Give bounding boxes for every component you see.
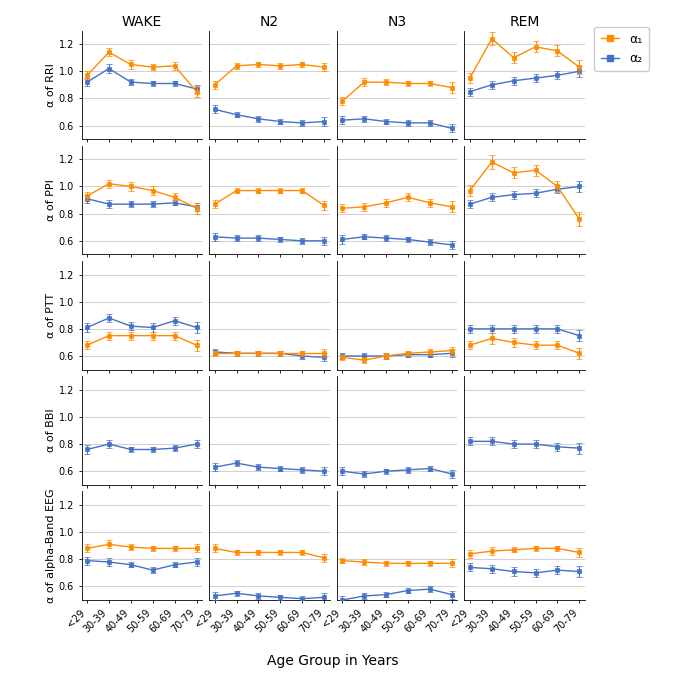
Title: WAKE: WAKE	[122, 16, 162, 29]
Y-axis label: α of BBI: α of BBI	[46, 409, 56, 452]
Y-axis label: α of PTT: α of PTT	[46, 293, 56, 338]
Legend: α₁, α₂: α₁, α₂	[594, 26, 649, 71]
Y-axis label: α of alpha-Band EEG: α of alpha-Band EEG	[46, 488, 56, 603]
Title: N2: N2	[260, 16, 279, 29]
Text: Age Group in Years: Age Group in Years	[267, 654, 399, 668]
Y-axis label: α of RRI: α of RRI	[46, 63, 56, 107]
Title: REM: REM	[509, 16, 540, 29]
Title: N3: N3	[388, 16, 407, 29]
Y-axis label: α of PPI: α of PPI	[46, 179, 56, 221]
